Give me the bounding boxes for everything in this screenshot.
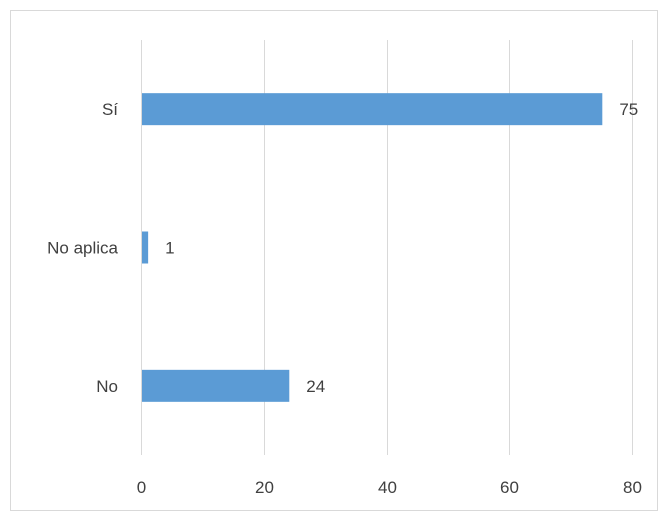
category-label: No aplica	[47, 239, 118, 258]
value-axis: 0 20 40 60 80	[137, 478, 642, 497]
x-tick-label: 0	[137, 478, 146, 497]
x-tick-label: 40	[378, 478, 397, 497]
chart-border	[10, 10, 658, 511]
data-label: 1	[165, 239, 174, 258]
x-tick-label: 60	[500, 478, 519, 497]
bar-no-aplica	[142, 231, 149, 264]
data-labels: 75 1 24	[165, 100, 638, 396]
data-label: 75	[619, 100, 638, 119]
x-tick-label: 20	[255, 478, 274, 497]
bar-sí	[142, 93, 603, 126]
bars	[142, 93, 603, 402]
bar-no	[142, 369, 290, 402]
category-label: No	[96, 377, 118, 396]
category-axis: Sí No aplica No	[47, 100, 118, 396]
x-tick-label: 80	[623, 478, 642, 497]
category-label: Sí	[102, 100, 118, 119]
data-label: 24	[306, 377, 325, 396]
